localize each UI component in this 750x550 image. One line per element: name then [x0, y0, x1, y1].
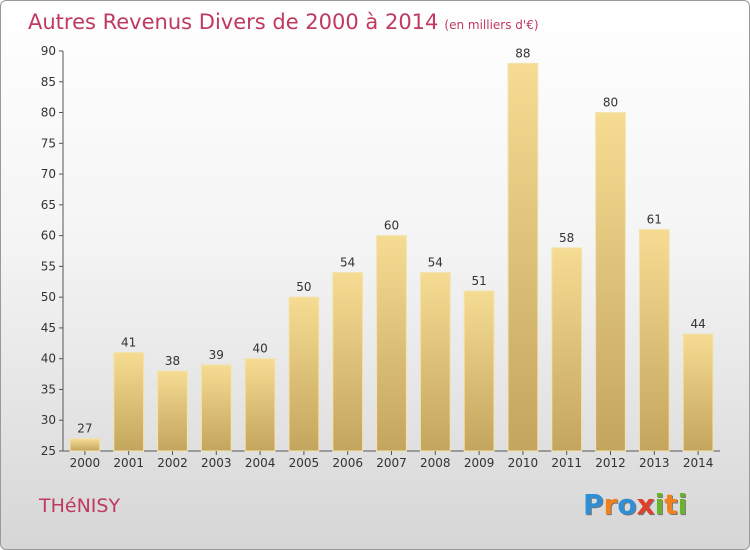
bar-value-label: 61: [647, 212, 662, 226]
bar: [200, 364, 232, 452]
bar: [682, 333, 714, 452]
x-tick-label: 2007: [376, 456, 407, 470]
chart-title: Autres Revenus Divers de 2000 à 2014 (en …: [28, 10, 539, 34]
y-tick-label: 85: [41, 75, 56, 89]
bar: [244, 358, 276, 452]
x-tick-label: 2010: [508, 456, 539, 470]
bar: [551, 247, 583, 452]
logo-letter: t: [664, 488, 678, 521]
x-tick-label: 2013: [639, 456, 670, 470]
y-tick-label: 65: [41, 198, 56, 212]
bar: [288, 296, 320, 452]
bar-value-label: 40: [252, 342, 267, 356]
bar: [638, 228, 670, 452]
bar: [332, 272, 364, 452]
bar-value-label: 38: [165, 354, 180, 368]
bar-value-label: 54: [340, 256, 355, 270]
logo-letter: i: [654, 488, 665, 521]
x-tick-label: 2014: [683, 456, 714, 470]
chart-unit: (en milliers d'€): [444, 18, 539, 32]
y-tick-label: 40: [41, 352, 56, 366]
bar-value-label: 51: [471, 274, 486, 288]
bar: [507, 62, 539, 452]
x-tick-label: 2001: [113, 456, 144, 470]
bar: [376, 235, 407, 452]
x-tick-label: 2002: [157, 456, 188, 470]
bar-value-label: 44: [690, 317, 705, 331]
bar: [69, 438, 101, 452]
proxiti-logo: Proxiti: [583, 488, 687, 521]
bar-value-label: 39: [209, 348, 224, 362]
bar-value-label: 58: [559, 231, 574, 245]
x-tick-label: 2005: [289, 456, 320, 470]
y-tick-label: 90: [41, 44, 56, 58]
bar: [113, 352, 145, 452]
y-tick-label: 70: [41, 167, 56, 181]
x-tick-label: 2003: [201, 456, 232, 470]
x-tick-label: 2000: [70, 456, 101, 470]
logo-letter: P: [583, 488, 604, 521]
y-tick-label: 30: [41, 413, 56, 427]
x-tick-label: 2009: [464, 456, 495, 470]
chart-title-text: Autres Revenus Divers de 2000 à 2014: [28, 10, 439, 34]
logo-letter: i: [677, 488, 688, 521]
bar-value-label: 41: [121, 336, 136, 350]
bar-value-label: 80: [603, 96, 618, 110]
x-tick-label: 2011: [551, 456, 582, 470]
bar: [419, 272, 451, 452]
y-tick-label: 55: [41, 259, 56, 273]
y-tick-label: 45: [41, 321, 56, 335]
logo-letter: r: [603, 488, 618, 521]
y-tick-label: 25: [41, 444, 56, 458]
x-tick-label: 2004: [245, 456, 276, 470]
x-tick-label: 2008: [420, 456, 451, 470]
bar-value-label: 60: [384, 219, 399, 233]
y-tick-label: 80: [41, 106, 56, 120]
commune-name: THéNISY: [39, 495, 121, 517]
bar-value-label: 27: [77, 422, 92, 436]
bar: [157, 370, 188, 452]
bar: [595, 112, 626, 452]
bar: [463, 290, 495, 452]
y-tick-label: 50: [41, 290, 56, 304]
bar-value-label: 50: [296, 280, 311, 294]
y-tick-label: 75: [41, 136, 56, 150]
logo-letter: x: [636, 488, 655, 521]
x-tick-label: 2012: [595, 456, 626, 470]
bar-value-label: 54: [428, 256, 443, 270]
x-tick-label: 2006: [332, 456, 363, 470]
y-tick-label: 60: [41, 229, 56, 243]
y-tick-label: 35: [41, 382, 56, 396]
logo-letter: o: [617, 488, 637, 521]
bar-value-label: 88: [515, 46, 530, 60]
